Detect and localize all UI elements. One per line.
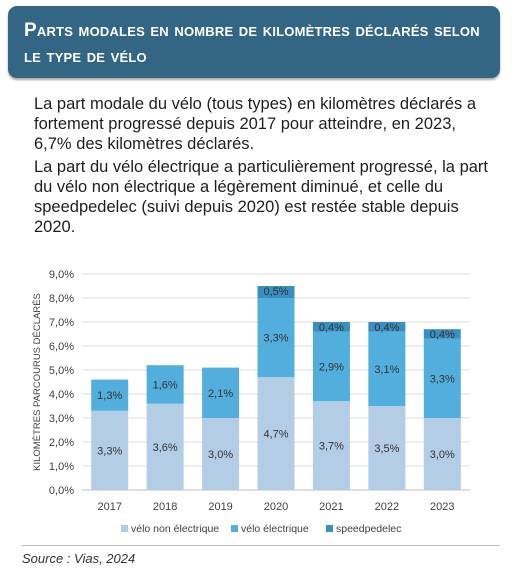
data-label: 3,1% — [374, 364, 399, 376]
data-label: 0,4% — [430, 329, 455, 341]
y-tick-label: 4,0% — [49, 389, 74, 401]
data-label: 2,1% — [208, 388, 233, 400]
y-tick-label: 9,0% — [49, 269, 74, 281]
title-banner: Parts modales en nombre de kilomètres dé… — [8, 6, 500, 78]
stacked-bar-chart: 0,0% 1,0% 2,0% 3,0% 4,0% 5,0% 6,0% 7,0% 8,0% 9,0%… — [32, 269, 470, 535]
bar-segment-non-electrique — [312, 401, 350, 490]
data-label: 3,7% — [319, 441, 344, 453]
data-label: 0,4% — [374, 322, 399, 334]
data-label: 3,3% — [263, 333, 288, 345]
legend-label: speedpedelec — [336, 523, 401, 535]
data-label: 2,9% — [319, 361, 344, 373]
y-tick-label: 1,0% — [49, 461, 74, 473]
divider — [22, 545, 500, 546]
legend-swatch — [121, 525, 128, 532]
data-label: 3,0% — [430, 449, 455, 461]
x-tick-label: 2017 — [97, 501, 121, 513]
data-label: 3,0% — [208, 449, 233, 461]
y-tick-label: 7,0% — [49, 317, 74, 329]
intro-paragraph-2: La part du vélo électrique a particulièr… — [34, 158, 488, 236]
intro-paragraph-1: La part modale du vélo (tous types) en k… — [34, 95, 477, 153]
bar-segment-speedpedelec — [257, 286, 295, 298]
data-label: 1,6% — [153, 379, 178, 391]
bar-segment-non-electrique — [91, 410, 129, 490]
y-tick-label: 5,0% — [49, 365, 74, 377]
bar-segment-electrique — [202, 367, 240, 418]
data-label: 0,5% — [263, 286, 288, 298]
legend-swatch — [231, 525, 238, 532]
bar-segment-electrique — [423, 338, 461, 418]
x-tick-label: 2022 — [375, 501, 399, 513]
bar-segment-non-electrique — [146, 403, 184, 490]
bar-segment-speedpedelec — [368, 322, 406, 332]
bar-segment-speedpedelec — [312, 322, 350, 332]
bar-segment-electrique — [312, 331, 350, 402]
x-tick-label: 2019 — [208, 501, 232, 513]
source-note: Source : Vias, 2024 — [22, 551, 136, 566]
y-tick-label: 6,0% — [49, 341, 74, 353]
page-title: Parts modales en nombre de kilomètres dé… — [24, 20, 480, 67]
x-tick-label: 2023 — [430, 501, 454, 513]
legend-label: vélo non électrique — [131, 523, 219, 535]
y-tick-label: 2,0% — [49, 437, 74, 449]
bar-segment-electrique — [91, 379, 129, 411]
data-label: 3,3% — [97, 445, 122, 457]
bar-segment-electrique — [257, 298, 295, 378]
data-label: 1,3% — [97, 390, 122, 402]
x-tick-label: 2020 — [264, 501, 288, 513]
bar-segment-electrique — [368, 331, 406, 406]
x-tick-label: 2021 — [319, 501, 343, 513]
bar-segment-electrique — [146, 365, 184, 404]
y-tick-label: 8,0% — [49, 293, 74, 305]
data-label: 3,6% — [153, 442, 178, 454]
bar-segment-non-electrique — [202, 418, 240, 490]
y-axis-label: KILOMÈTRES PARCOURUS DÉCLARÉS — [32, 293, 43, 471]
bar-segment-speedpedelec — [423, 329, 461, 339]
data-label: 3,3% — [430, 373, 455, 385]
bar-segment-non-electrique — [423, 418, 461, 490]
legend-swatch — [326, 525, 333, 532]
y-tick-label: 3,0% — [49, 413, 74, 425]
legend-label: vélo électrique — [241, 523, 309, 535]
data-label: 3,5% — [374, 443, 399, 455]
data-label: 0,4% — [319, 322, 344, 334]
data-label: 4,7% — [263, 429, 288, 441]
bar-segment-non-electrique — [257, 377, 295, 490]
y-tick-label: 0,0% — [49, 485, 74, 497]
x-tick-label: 2018 — [153, 501, 177, 513]
bar-segment-non-electrique — [368, 406, 406, 490]
